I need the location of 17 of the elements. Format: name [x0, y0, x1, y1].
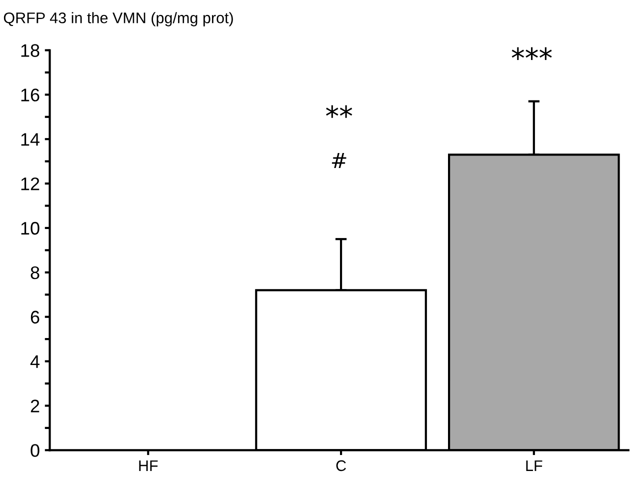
y-tick-label: 4 [30, 355, 40, 368]
y-axis-title: QRFP 43 in the VMN (pg/mg prot) [4, 12, 233, 26]
annotation: # [332, 153, 346, 168]
y-tick-label: 0 [30, 444, 40, 457]
annotation: ** [326, 105, 352, 118]
y-tick-label: 2 [30, 400, 40, 412]
y-tick-label: 14 [21, 133, 40, 146]
annotation: *** [512, 47, 552, 60]
x-tick-label: LF [526, 460, 542, 471]
y-tick-label: 8 [30, 266, 40, 280]
y-tick-label: 6 [30, 310, 40, 324]
x-tick-label: HF [139, 460, 158, 471]
y-tick-label: 12 [21, 177, 40, 190]
x-tick-label: C [336, 460, 346, 472]
y-tick-label: 18 [21, 44, 40, 57]
y-tick-label: 16 [21, 88, 40, 102]
y-tick-label: 10 [21, 222, 40, 235]
